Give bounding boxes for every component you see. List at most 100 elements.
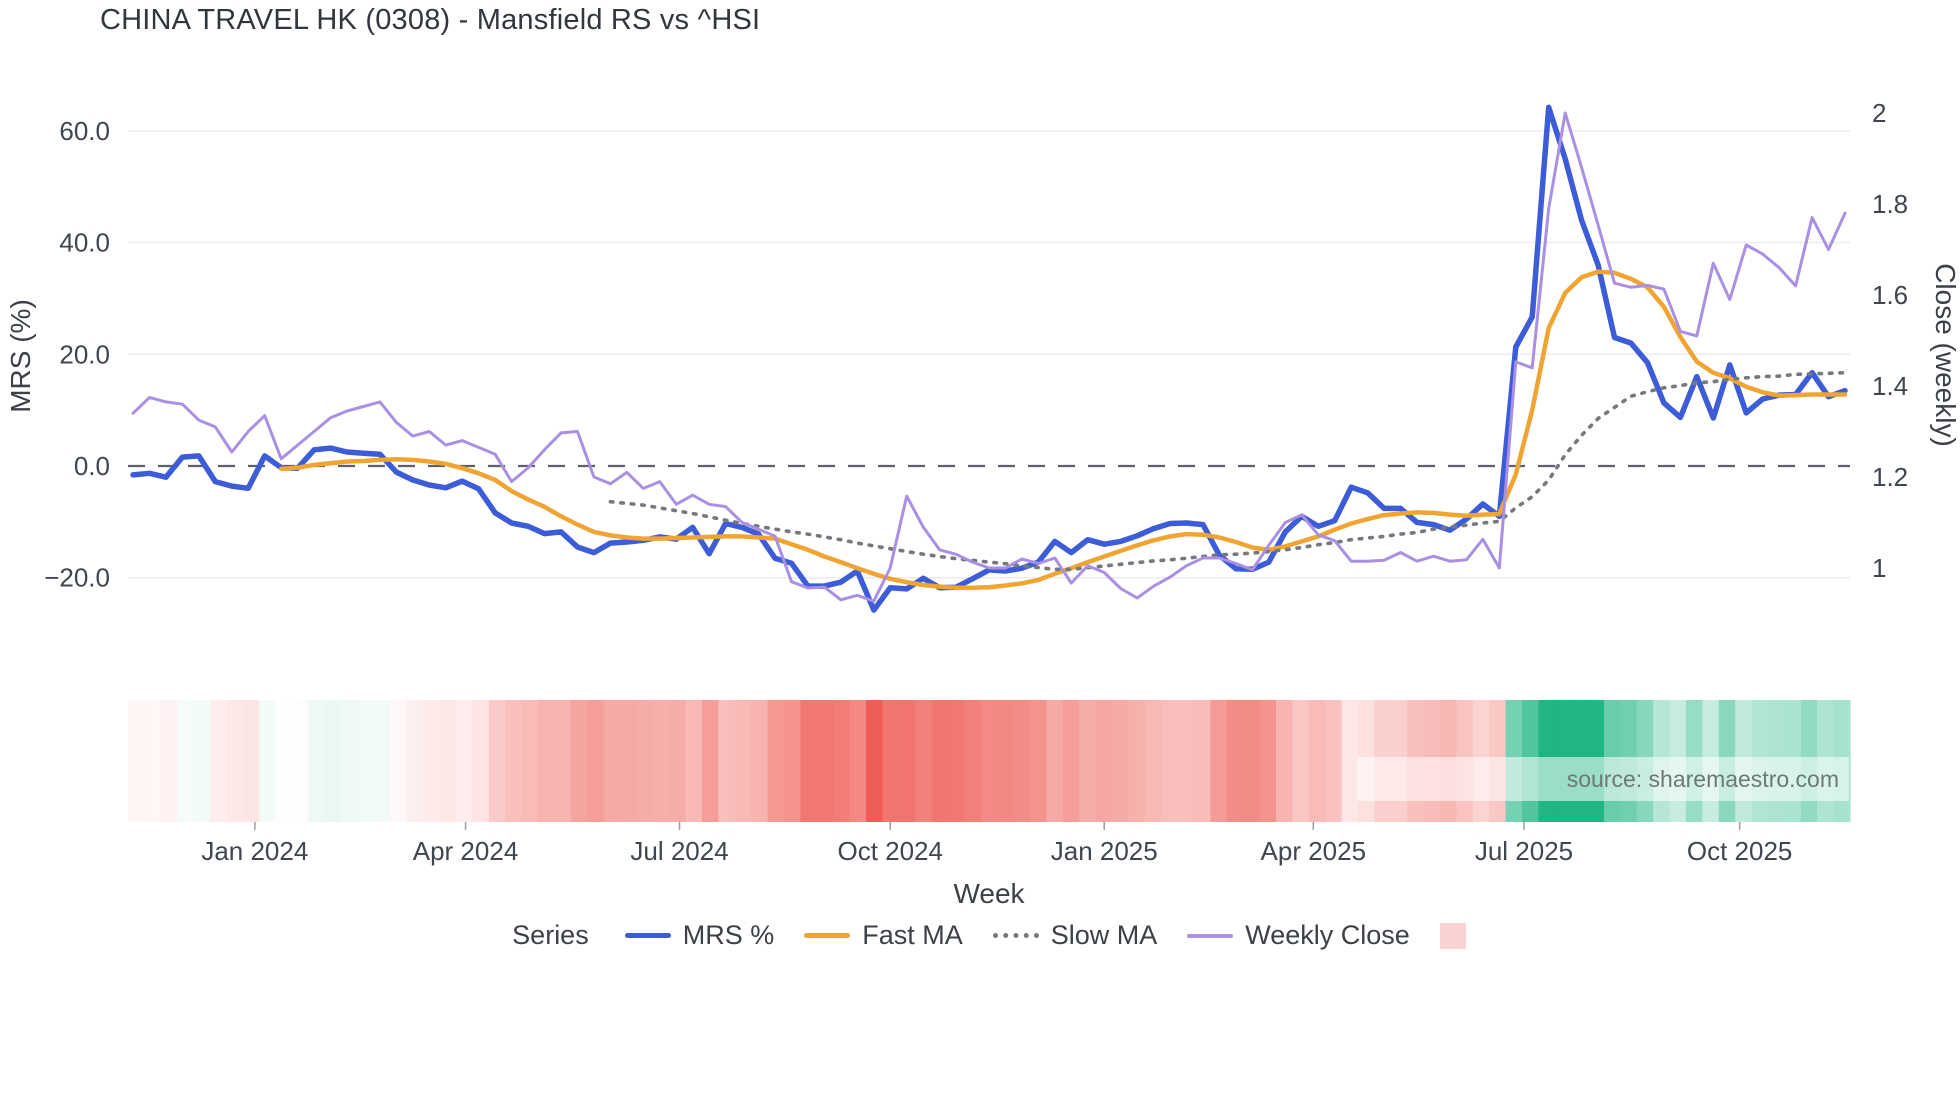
heat-cell <box>1243 700 1261 822</box>
legend-item-label: MRS % <box>682 920 775 950</box>
heat-cell <box>1128 700 1146 822</box>
heat-cell <box>1292 700 1310 822</box>
legend-item-label: Fast MA <box>862 920 963 950</box>
y-right-tick-label: 1.4 <box>1872 371 1908 401</box>
heat-cell <box>1308 700 1326 822</box>
legend-swatch <box>1439 922 1466 949</box>
heat-cell <box>1226 700 1244 822</box>
x-tick-label: Oct 2025 <box>1687 836 1793 866</box>
heat-cell <box>816 700 834 822</box>
heat-cell <box>324 700 342 822</box>
legend-item-label: Weekly Close <box>1245 920 1410 950</box>
heat-cell <box>800 700 818 822</box>
heat-cell <box>1013 700 1031 822</box>
heat-cell <box>144 700 162 822</box>
heat-cell <box>980 700 998 822</box>
x-axis-label: Week <box>953 878 1025 909</box>
y-right-tick-label: 2 <box>1872 98 1886 128</box>
heat-cell <box>1144 700 1162 822</box>
y-left-tick-label: 20.0 <box>59 339 110 369</box>
heat-cell <box>390 700 408 822</box>
legend: Series MRS % Fast MA Slow MA Weekly Close <box>128 920 1850 951</box>
heat-cell <box>915 700 933 822</box>
x-tick-label: Apr 2025 <box>1261 836 1367 866</box>
heat-cell <box>898 700 916 822</box>
y-right-tick-label: 1.2 <box>1872 462 1908 492</box>
heat-cell <box>1079 700 1097 822</box>
legend-swatch <box>624 932 671 939</box>
y-left-tick-label: 60.0 <box>59 116 110 146</box>
x-tick-label: Jul 2024 <box>630 836 728 866</box>
x-tick-label: Jan 2025 <box>1051 836 1158 866</box>
axis-tick-labels: 60.0 40.0 20.0 0.0 −20.0 2 1.8 1.6 1.4 1.2 1 Jan 20… <box>44 98 1908 866</box>
source-note-text: source: sharemaestro.com <box>1566 765 1839 792</box>
y-left-tick-label: 40.0 <box>59 228 110 258</box>
heat-cell <box>849 700 867 822</box>
heat-cell <box>767 700 785 822</box>
heat-cell <box>1095 700 1113 822</box>
heat-cell <box>1325 700 1343 822</box>
legend-item-heat-strip[interactable] <box>1439 922 1466 949</box>
legend-title: Series <box>512 920 589 950</box>
heat-cell <box>439 700 457 822</box>
heat-cell <box>751 700 769 822</box>
legend-swatch <box>1187 933 1234 938</box>
heat-cell <box>718 700 736 822</box>
heat-cell <box>374 700 391 822</box>
legend-item-mrs-[interactable]: MRS % <box>624 920 775 951</box>
heat-cell <box>931 700 949 822</box>
y-right-tick-label: 1.6 <box>1872 280 1908 310</box>
series-line-slow-ma <box>608 370 1847 572</box>
heat-cell <box>193 700 211 822</box>
heat-cell <box>308 700 326 822</box>
heat-cell <box>1276 700 1293 822</box>
y-right-tick-label: 1 <box>1872 553 1886 583</box>
heat-cell <box>456 700 473 822</box>
heat-cell <box>472 700 490 822</box>
heat-cell <box>1259 700 1277 822</box>
heat-cell <box>685 700 703 822</box>
heat-cell <box>1194 700 1211 822</box>
heat-cell <box>423 700 441 822</box>
heat-cell <box>521 700 539 822</box>
heat-cell <box>1341 700 1359 822</box>
chart-title: CHINA TRAVEL HK (0308) - Mansfield RS vs… <box>100 4 761 36</box>
heat-cell <box>702 700 719 822</box>
legend-item-fast-ma[interactable]: Fast MA <box>804 920 963 951</box>
heat-cell <box>1161 700 1179 822</box>
heat-cell <box>210 700 227 822</box>
series-line-mrs- <box>130 104 1848 613</box>
legend-item-weekly-close[interactable]: Weekly Close <box>1187 920 1410 951</box>
heat-cell <box>1062 700 1080 822</box>
heat-cell <box>997 700 1015 822</box>
legend-item-slow-ma[interactable]: Slow MA <box>992 920 1158 951</box>
x-tick-label: Jul 2025 <box>1475 836 1573 866</box>
y-axis-label-right: Close (weekly) <box>1930 263 1960 447</box>
y-right-tick-label: 1.8 <box>1872 189 1908 219</box>
heat-cell <box>1112 700 1129 822</box>
heat-cell <box>587 700 605 822</box>
heat-cell <box>652 700 670 822</box>
heat-cell <box>1046 700 1064 822</box>
heat-cell <box>620 700 637 822</box>
heat-cell <box>292 700 309 822</box>
y-left-tick-label: 0.0 <box>74 451 110 481</box>
heat-cell <box>866 700 883 822</box>
heat-cell <box>160 700 178 822</box>
heat-cell <box>1210 700 1228 822</box>
heat-cell <box>1177 700 1195 822</box>
heat-cell <box>734 700 752 822</box>
legend-item-label: Slow MA <box>1050 920 1158 950</box>
legend-swatch <box>804 933 851 938</box>
series-lines <box>130 104 1848 613</box>
heat-cell <box>505 700 523 822</box>
heat-cell <box>833 700 851 822</box>
heat-cell <box>226 700 244 822</box>
heat-cell <box>669 700 687 822</box>
heat-cell <box>1030 700 1047 822</box>
heat-cell <box>538 700 555 822</box>
x-tick-label: Jan 2024 <box>201 836 308 866</box>
heat-cell <box>570 700 588 822</box>
heat-cell <box>603 700 621 822</box>
x-tick-label: Apr 2024 <box>413 836 519 866</box>
